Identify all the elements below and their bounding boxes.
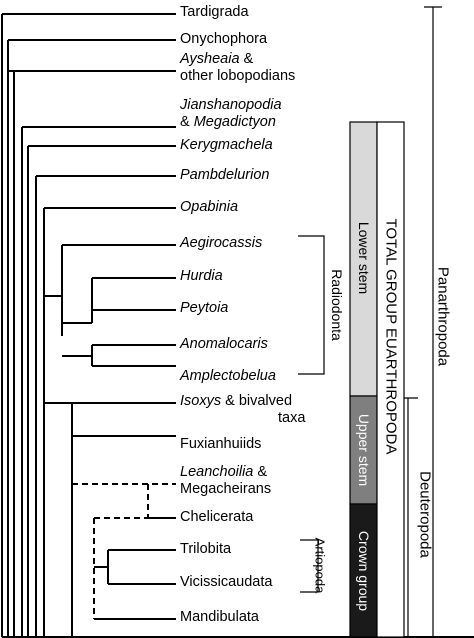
radiodonta-label: Radiodonta xyxy=(329,269,345,341)
taxon-leanchoilia: Leanchoilia & Megacheirans xyxy=(180,464,271,498)
taxon-peytoia: Peytoia xyxy=(180,300,229,316)
taxon-isoxys-line2: taxa xyxy=(278,410,306,426)
panarthropoda-bracket xyxy=(424,6,442,638)
taxon-isoxys-name: Isoxys xyxy=(180,393,222,409)
taxon-aysheaia-name: Aysheaia xyxy=(180,51,240,67)
taxon-isoxys-rest: & bivalved xyxy=(221,393,293,409)
taxon-aysheaia: Aysheaia & other lobopodians xyxy=(180,51,295,85)
taxon-amplectobelua: Amplectobelua xyxy=(180,368,276,384)
taxon-aysheaia-line2: other lobopodians xyxy=(180,68,296,84)
taxon-pambdelurion: Pambdelurion xyxy=(180,167,270,183)
artiopoda-label: Artiopoda xyxy=(312,537,328,594)
taxon-opabinia: Opabinia xyxy=(180,199,239,215)
lower-stem-label: Lower stem xyxy=(356,221,372,295)
taxon-tardigrada: Tardigrada xyxy=(180,4,249,20)
crown-group-bar xyxy=(349,503,378,638)
taxon-jianshanopodia-amp: & xyxy=(180,114,194,130)
taxon-chelicerata: Chelicerata xyxy=(180,509,254,525)
deuteropoda-label: Deuteropoda xyxy=(416,471,434,558)
taxon-isoxys: Isoxys & bivalved taxa xyxy=(180,393,305,427)
taxon-leanchoilia-amp: & xyxy=(253,464,268,480)
total-group-bar xyxy=(376,121,405,638)
panarthropoda-label: Panarthropoda xyxy=(434,266,452,367)
taxon-fuxianhuiids: Fuxianhuiids xyxy=(180,436,262,452)
taxon-megadictyon-name: Megadictyon xyxy=(193,114,276,130)
taxon-kerygmachela: Kerygmachela xyxy=(180,137,273,153)
taxon-vicissicaudata: Vicissicaudata xyxy=(180,574,273,590)
taxon-aegirocassis: Aegirocassis xyxy=(180,235,263,251)
taxon-aysheaia-amp: & xyxy=(239,51,254,67)
taxon-anomalocaris: Anomalocaris xyxy=(180,336,268,352)
lower-stem-bar xyxy=(349,121,378,397)
taxon-mandibulata: Mandibulata xyxy=(180,609,259,625)
artiopoda-bracket xyxy=(300,539,319,593)
upper-stem-label: Upper stem xyxy=(356,413,372,487)
taxon-leanchoilia-name: Leanchoilia xyxy=(180,464,254,480)
taxon-jianshanopodia: Jianshanopodia & Megadictyon xyxy=(180,97,282,131)
total-group-label: TOTAL GROUP EUARTHROPODA xyxy=(382,218,400,455)
radiodonta-bracket xyxy=(298,235,325,375)
taxon-trilobita: Trilobita xyxy=(180,541,232,557)
taxon-onychophora: Onychophora xyxy=(180,31,268,47)
taxon-jianshanopodia-name: Jianshanopodia xyxy=(180,97,282,113)
taxon-leanchoilia-line2: Megacheirans xyxy=(180,481,272,497)
taxon-hurdia: Hurdia xyxy=(180,268,223,284)
crown-group-label: Crown group xyxy=(356,530,372,612)
